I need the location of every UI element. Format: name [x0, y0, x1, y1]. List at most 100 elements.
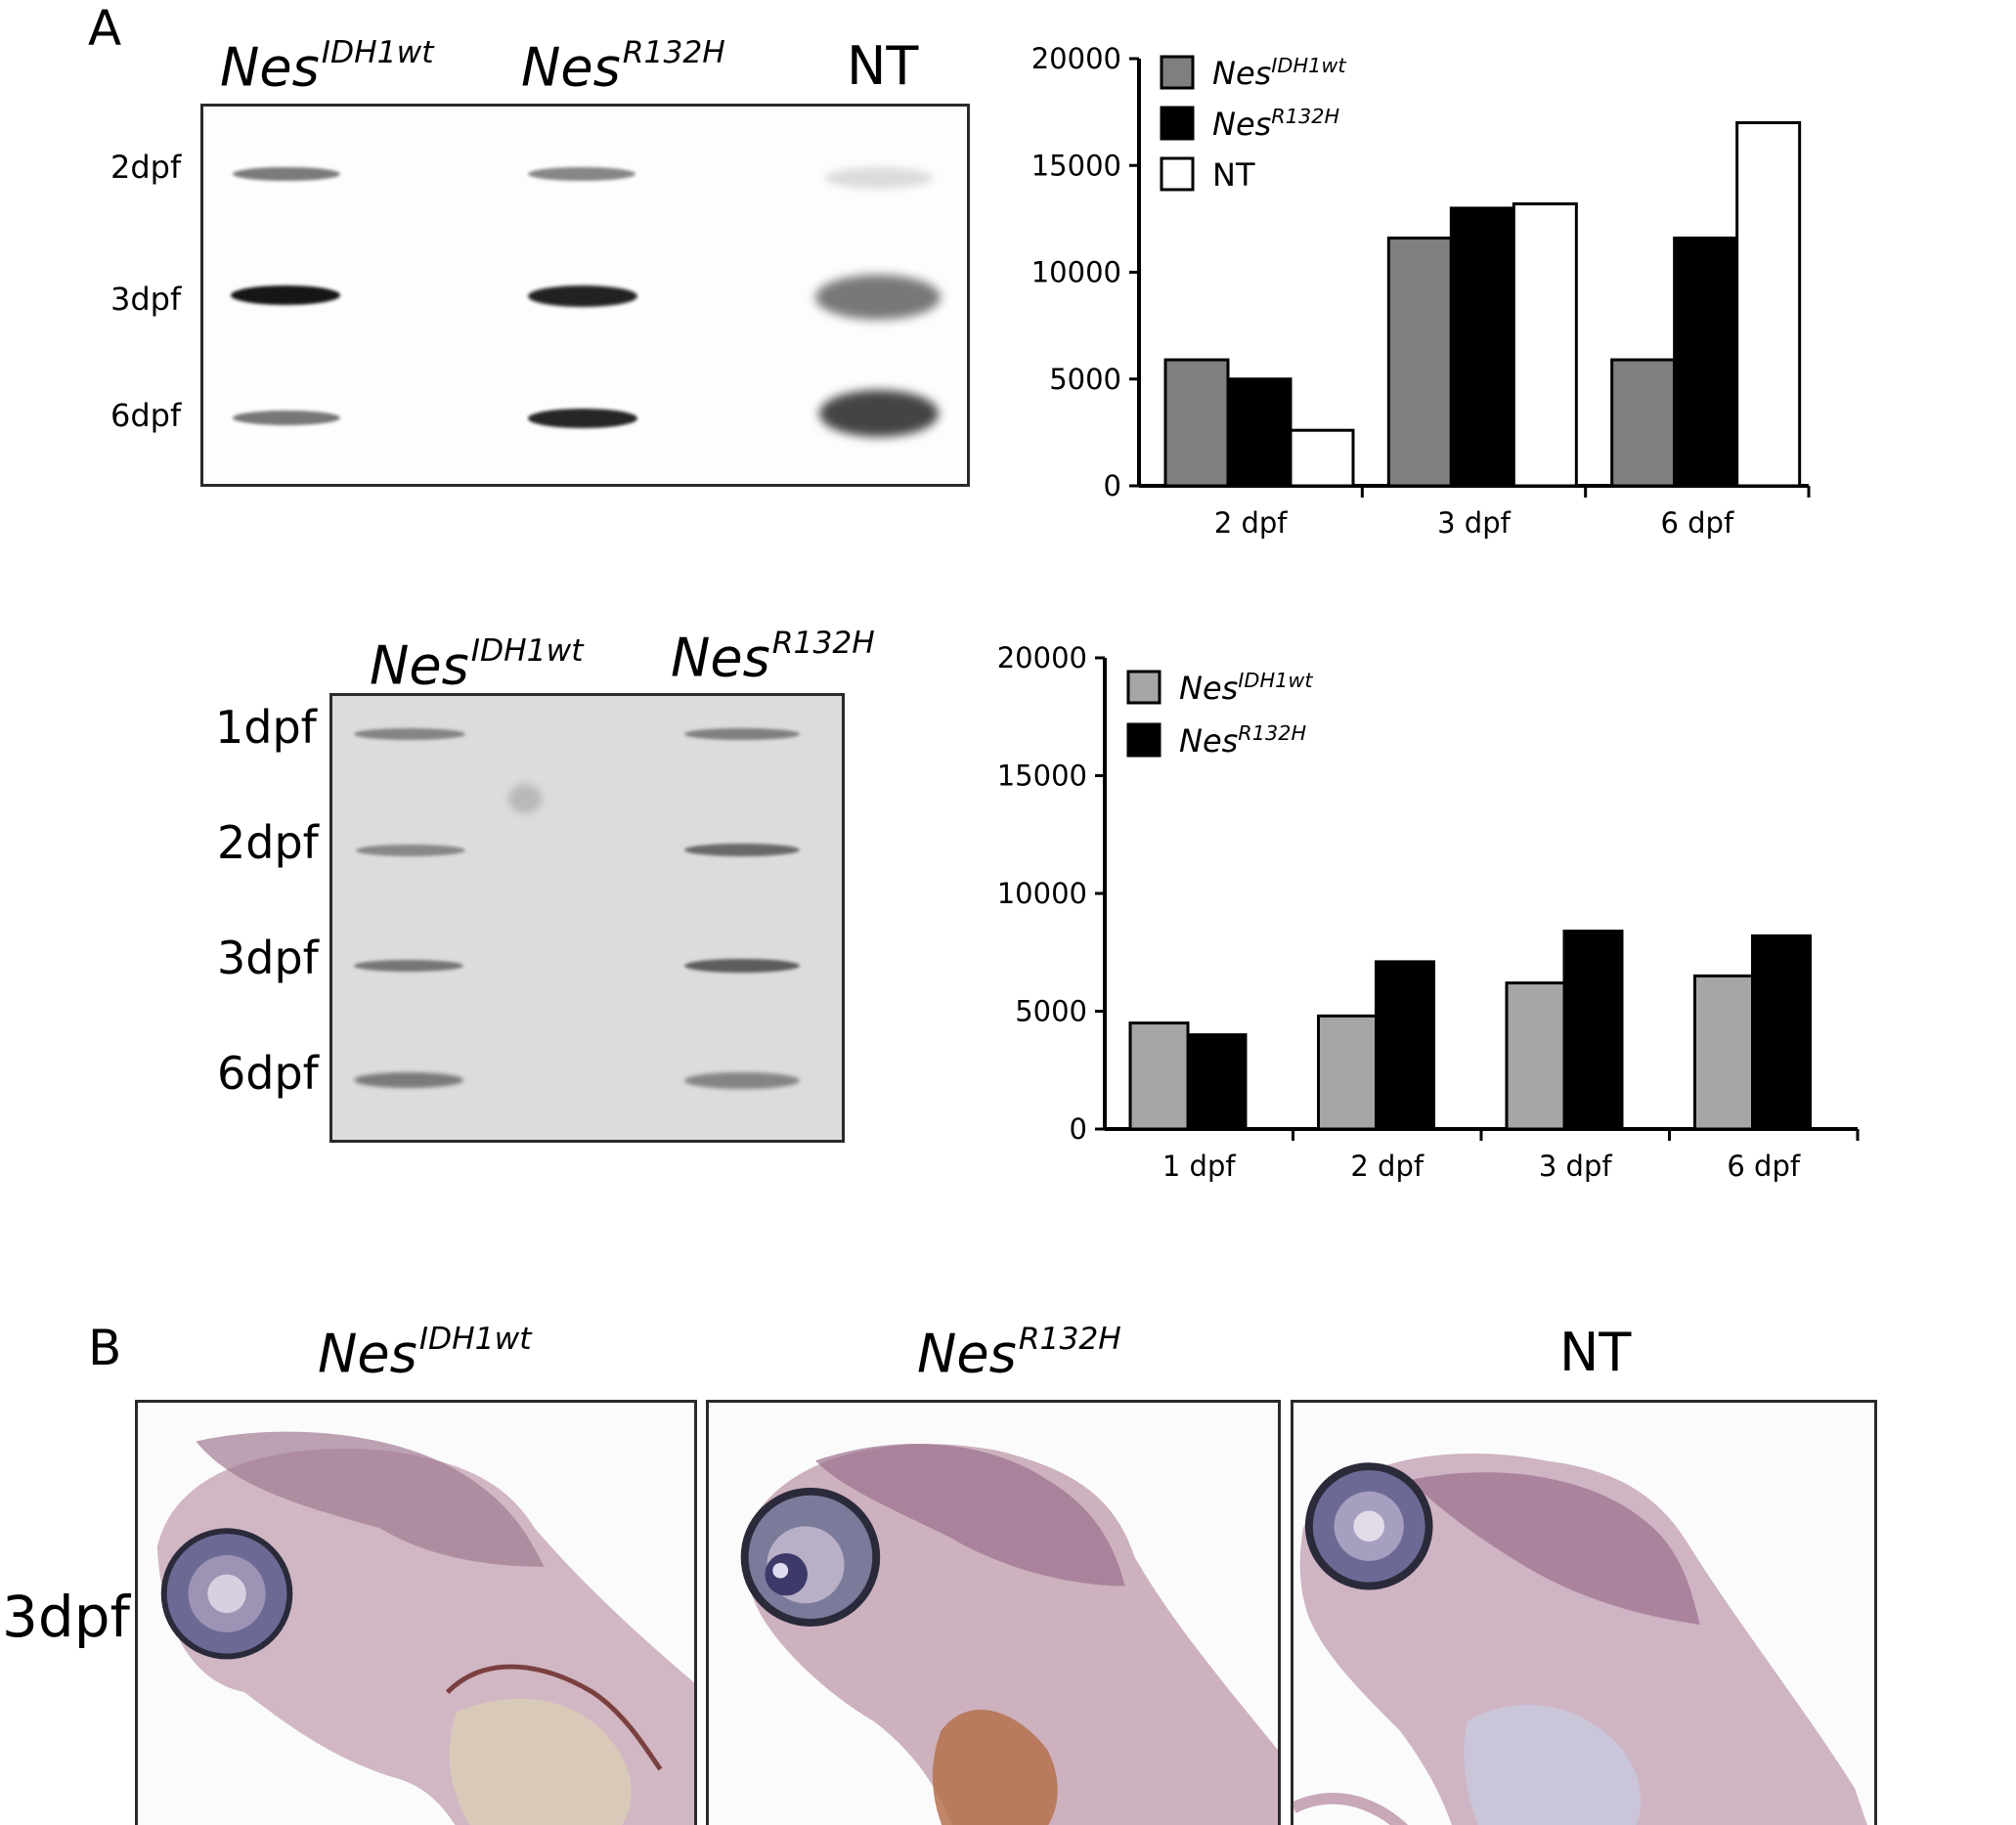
x-tick-label: 3 dpf: [1539, 1150, 1612, 1183]
y-tick-label: 15000: [1031, 149, 1121, 182]
x-tick-label: 1 dpf: [1162, 1150, 1236, 1183]
band2-r132h-1dpf: [684, 728, 800, 740]
bar-Nes-R132H-3dpf: [1449, 206, 1515, 488]
bar-Nes-R132H-2dpf: [1375, 960, 1435, 1131]
legend-label: NesR132H: [1179, 721, 1306, 760]
bar-Nes-IDH1wt-3dpf: [1386, 237, 1453, 488]
lane-sup: IDH1wt: [470, 633, 584, 669]
band-nt-2dpf: [825, 167, 933, 189]
ihc-row-label: 3dpf: [2, 1584, 130, 1650]
band2-idh1wt-2dpf: [356, 845, 465, 856]
bar-NT-6dpf: [1735, 121, 1802, 488]
legend-swatch: [1126, 722, 1161, 758]
lane-name: Nes: [220, 36, 320, 99]
dot-blot-2: [329, 693, 845, 1143]
y-tick-label: 0: [1104, 469, 1121, 502]
blot1-lane-label-r132h: NesR132H: [521, 35, 725, 98]
x-tick-label: 6 dpf: [1727, 1150, 1800, 1183]
band2-r132h-2dpf: [684, 844, 800, 856]
band-idh1wt-3dpf: [231, 285, 340, 305]
bar-Nes-R132H-6dpf: [1673, 237, 1739, 488]
col-name: Nes: [318, 1323, 417, 1385]
ihc-col-label-nt: NT: [1559, 1322, 1632, 1383]
lane-sup: IDH1wt: [321, 35, 434, 70]
y-tick-label: 10000: [1031, 256, 1121, 289]
bar-Nes-IDH1wt-6dpf: [1610, 358, 1677, 488]
blot1-row-label-6dpf: 6dpf: [110, 397, 182, 434]
ihc-col-label-r132h: NesR132H: [917, 1322, 1121, 1384]
y-tick-label: 0: [1070, 1112, 1087, 1146]
y-tick-label: 20000: [1031, 42, 1121, 75]
x-tick-label: 3 dpf: [1437, 506, 1511, 540]
dot-blot-1: [200, 104, 970, 487]
y-tick-label: 20000: [997, 641, 1087, 674]
lane-name: Nes: [671, 627, 770, 689]
blot2-row-label-6dpf: 6dpf: [217, 1047, 319, 1100]
bar-NT-3dpf: [1512, 202, 1578, 488]
band2-r132h-3dpf: [684, 959, 800, 973]
y-tick-label: 15000: [997, 760, 1087, 793]
bar-Nes-IDH1wt-6dpf: [1693, 974, 1754, 1131]
ihc-image-r132h: [706, 1400, 1281, 1825]
legend-swatch: [1126, 670, 1161, 705]
legend-swatch: [1160, 106, 1195, 141]
blot1-row-label-2dpf: 2dpf: [110, 149, 182, 186]
lane-name: Nes: [521, 36, 621, 99]
col-sup: IDH1wt: [418, 1322, 532, 1357]
legend-label: NesIDH1wt: [1212, 54, 1346, 92]
lane-sup: R132H: [771, 626, 875, 661]
panel-b-letter: B: [88, 1320, 122, 1376]
ihc-section-r132h: [740, 1444, 1278, 1825]
bar-chart-1: 20000 15000 10000 5000 0 2 dpf 3 dpf 6 dpf NesID…: [1031, 42, 1811, 540]
lane-name: Nes: [370, 634, 469, 697]
bar-chart-2: 20000 15000 10000 5000 0 1 dpf 2 dpf 3 dpf 6 dpf…: [997, 641, 1860, 1183]
col-name: Nes: [917, 1323, 1017, 1385]
y-tick-label: 5000: [1015, 995, 1087, 1028]
legend-swatch: [1160, 55, 1195, 90]
ihc-image-idh1wt: [135, 1400, 697, 1825]
band2-idh1wt-3dpf: [354, 960, 463, 972]
blot1-lane-label-nt: NT: [847, 35, 919, 97]
blot1-lane-label-idh1wt: NesIDH1wt: [220, 35, 433, 98]
legend-label: NesIDH1wt: [1179, 669, 1313, 707]
band2-idh1wt-6dpf: [354, 1072, 463, 1088]
band-r132h-6dpf: [528, 409, 637, 428]
panel-a-letter: A: [88, 0, 122, 57]
y-tick-label: 10000: [997, 877, 1087, 910]
bar-Nes-R132H-6dpf: [1751, 934, 1812, 1131]
band-nt-6dpf: [819, 390, 939, 437]
ihc-col-label-idh1wt: NesIDH1wt: [318, 1322, 531, 1384]
bar-Nes-IDH1wt-3dpf: [1505, 981, 1566, 1131]
band2-r132h-6dpf: [684, 1072, 800, 1089]
blot2-row-label-3dpf: 3dpf: [217, 932, 319, 984]
bar-Nes-R132H-1dpf: [1186, 1033, 1248, 1131]
band2-smudge: [508, 784, 542, 813]
ihc-section-idh1wt: [156, 1431, 694, 1825]
blot2-row-label-1dpf: 1dpf: [215, 701, 317, 754]
col-sup: R132H: [1018, 1322, 1121, 1357]
blot2-row-label-2dpf: 2dpf: [217, 816, 319, 869]
ihc-section-nt: [1293, 1454, 1867, 1825]
x-tick-label: 6 dpf: [1660, 506, 1733, 540]
blot2-lane-label-r132h: NesR132H: [671, 626, 875, 688]
legend-label: NT: [1212, 156, 1255, 194]
bar-Nes-IDH1wt-2dpf: [1163, 358, 1230, 488]
ihc-image-nt: [1291, 1400, 1877, 1825]
blot1-row-label-3dpf: 3dpf: [110, 281, 182, 318]
x-tick-label: 2 dpf: [1350, 1150, 1424, 1183]
band-idh1wt-2dpf: [233, 167, 340, 181]
band2-idh1wt-1dpf: [354, 728, 465, 740]
bar-Nes-R132H-3dpf: [1562, 930, 1624, 1131]
bar-Nes-R132H-2dpf: [1226, 377, 1293, 488]
bar-Nes-IDH1wt-1dpf: [1128, 1021, 1190, 1131]
legend-swatch: [1160, 156, 1195, 192]
x-tick-label: 2 dpf: [1214, 506, 1288, 540]
bar-NT-2dpf: [1289, 428, 1355, 488]
lane-sup: R132H: [622, 35, 725, 70]
band-r132h-3dpf: [528, 285, 637, 307]
legend-label: NesR132H: [1212, 105, 1339, 143]
blot2-lane-label-idh1wt: NesIDH1wt: [370, 633, 583, 696]
band-r132h-2dpf: [528, 167, 635, 181]
y-tick-label: 5000: [1049, 363, 1121, 396]
